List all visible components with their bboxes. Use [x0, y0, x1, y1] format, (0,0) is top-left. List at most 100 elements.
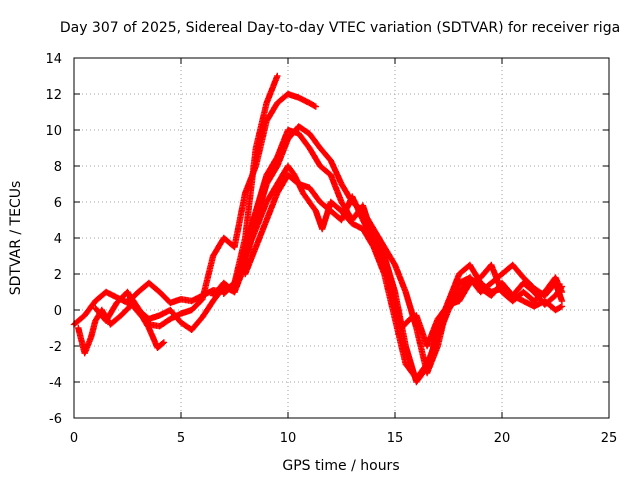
data-marker-segment — [199, 299, 216, 321]
data-marker-segment — [520, 274, 537, 291]
data-marker-segment — [445, 281, 462, 305]
data-marker-segment — [306, 184, 323, 204]
data-marker-segment — [520, 279, 537, 295]
axis-ticks: 0 5 10 15 20 25 -6 -4 -2 0 2 4 6 8 10 12 14 — [45, 52, 617, 446]
x-tick-label: 20 — [494, 431, 511, 446]
data-marker-segment — [145, 324, 160, 350]
data-marker-segment — [381, 261, 398, 303]
y-tick-label: 10 — [45, 124, 62, 139]
data-point — [558, 297, 566, 305]
data-marker-segment — [124, 296, 141, 313]
data-marker-segment — [107, 313, 124, 328]
x-tick-label: 5 — [177, 431, 185, 446]
y-tick-label: 6 — [54, 196, 62, 211]
data-marker-segment — [327, 198, 344, 214]
data-marker-segment — [274, 173, 291, 197]
x-tick-label: 0 — [70, 431, 78, 446]
data-marker-segment — [434, 308, 452, 341]
data-marker-segment — [242, 164, 259, 197]
data-marker-segment — [242, 227, 259, 260]
y-tick-label: 4 — [54, 232, 62, 247]
data-marker-segment — [391, 315, 409, 366]
data-marker-segment — [231, 254, 248, 287]
y-tick-label: -2 — [49, 340, 62, 355]
data-marker-segment — [263, 191, 280, 224]
data-marker-segment — [327, 171, 345, 204]
data-point — [160, 339, 168, 346]
data-point — [558, 288, 566, 296]
data-marker-segment — [263, 155, 280, 179]
data-marker-segment — [274, 128, 291, 161]
data-marker-segment — [209, 280, 226, 299]
series-arc-6 — [220, 162, 566, 382]
data-marker-segment — [316, 162, 333, 178]
data-marker-segment — [145, 279, 162, 295]
data-marker-segment — [413, 362, 430, 382]
data-marker-segment — [252, 200, 270, 233]
grid-lines — [74, 58, 609, 418]
y-tick-label: 8 — [54, 160, 62, 175]
data-marker-segment — [552, 274, 565, 294]
data-marker-segment — [306, 198, 319, 213]
data-marker-segment — [252, 218, 270, 251]
data-marker-segment — [263, 182, 280, 206]
data-marker-segment — [295, 123, 312, 136]
data-marker-segment — [209, 236, 227, 260]
data-marker-segment — [316, 198, 333, 214]
data-marker-segment — [530, 289, 547, 305]
y-tick-label: 12 — [45, 88, 62, 103]
data-marker-segment — [242, 245, 259, 278]
series-arc-1 — [70, 72, 281, 328]
data-marker-segment — [402, 360, 419, 381]
y-tick-label: -6 — [49, 412, 62, 427]
data-marker-segment — [188, 315, 205, 333]
data-marker-segment — [498, 279, 515, 298]
data-marker-segment — [398, 316, 413, 332]
chart-title: Day 307 of 2025, Sidereal Day-to-day VTE… — [60, 20, 620, 36]
y-tick-label: 2 — [54, 268, 62, 283]
data-marker-segment — [349, 193, 366, 222]
series-arc-7 — [242, 171, 566, 350]
data-point — [274, 72, 281, 80]
data-marker-segment — [263, 101, 280, 125]
data-marker-segment — [299, 189, 312, 204]
data-marker-segment — [509, 261, 526, 280]
data-series — [70, 72, 566, 386]
data-marker-segment — [359, 216, 377, 244]
data-marker-segment — [284, 162, 297, 177]
data-marker-segment — [167, 306, 184, 325]
data-marker-segment — [199, 254, 216, 303]
data-marker-segment — [156, 288, 173, 305]
data-marker-segment — [274, 137, 291, 170]
data-marker-segment — [306, 144, 323, 168]
data-marker-segment — [113, 289, 130, 306]
data-marker-segment — [284, 171, 301, 187]
y-tick-label: -4 — [49, 376, 62, 391]
data-marker-segment — [231, 191, 249, 251]
data-marker-segment — [423, 335, 441, 368]
data-marker-segment — [263, 74, 280, 107]
data-marker-segment — [488, 261, 505, 294]
data-marker-segment — [188, 297, 205, 314]
data-marker-segment — [423, 317, 441, 350]
data-marker-segment — [117, 302, 134, 319]
data-marker-segment — [274, 164, 291, 188]
data-marker-segment — [154, 340, 166, 351]
x-axis-label: GPS time / hours — [282, 458, 399, 474]
data-marker-segment — [316, 144, 333, 163]
data-marker-segment — [434, 302, 451, 323]
data-marker-segment — [327, 157, 345, 186]
data-marker-segment — [220, 280, 237, 297]
series-arc-3 — [92, 90, 320, 330]
data-marker-segment — [87, 319, 99, 341]
x-tick-label: 15 — [387, 431, 404, 446]
data-point — [312, 103, 320, 110]
data-marker-segment — [102, 300, 120, 324]
data-marker-segment — [92, 305, 109, 323]
data-marker-segment — [295, 130, 312, 150]
data-point — [558, 303, 566, 310]
data-marker-segment — [252, 173, 270, 215]
data-marker-segment — [306, 130, 323, 150]
data-marker-segment — [156, 316, 173, 330]
